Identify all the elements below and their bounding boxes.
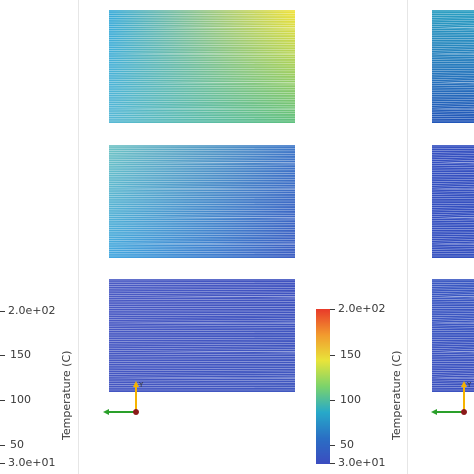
panel-right-top-streamlines [432, 10, 474, 122]
plot-panel-right-bottom-svg [432, 279, 474, 392]
left-tick-100: 100 [10, 393, 31, 406]
left-colorbar-title: Temperature (C) [60, 350, 73, 440]
plot-panel-right-top [432, 10, 474, 123]
right-y-axis-label: Y [467, 381, 472, 389]
origin-dot [133, 409, 139, 415]
tick-50: 50 [340, 438, 354, 451]
plot-panel-top [109, 10, 295, 123]
tick-mark-200 [330, 309, 335, 310]
tick-30: 3.0e+01 [338, 456, 386, 469]
right-origin-dot [461, 409, 467, 415]
plot-panel-top-svg [109, 10, 295, 123]
panel-middle-streamlines [109, 145, 295, 257]
tick-mark-100 [330, 400, 335, 401]
panel-bottom-streamlines [109, 279, 295, 391]
left-tick-150: 150 [10, 348, 31, 361]
column-divider-right [407, 0, 408, 474]
left-tick-200: 2.0e+02 [8, 304, 56, 317]
y-axis-arrowhead [133, 381, 139, 387]
orientation-axes-right-svg [431, 381, 467, 415]
right-y-axis-arrowhead [461, 381, 467, 387]
panel-right-bottom-streamlines [432, 279, 474, 391]
plot-panel-bottom-svg [109, 279, 295, 392]
plot-panel-right-middle [432, 145, 474, 258]
left-tick-mark-30 [0, 463, 5, 464]
colorbar [316, 309, 330, 464]
x-axis-arrowhead [103, 409, 109, 415]
left-tick-mark-100 [0, 400, 5, 401]
left-tick-mark-50 [0, 445, 5, 446]
plot-panel-right-bottom [432, 279, 474, 392]
panel-right-middle-streamlines [432, 145, 474, 257]
right-x-axis-arrowhead [431, 409, 437, 415]
plot-panel-middle-svg [109, 145, 295, 258]
tick-mark-50 [330, 445, 335, 446]
tick-mark-150 [330, 355, 335, 356]
left-tick-50: 50 [10, 438, 24, 451]
panel-top-streamlines [109, 10, 295, 122]
plot-panel-right-middle-svg [432, 145, 474, 258]
tick-150: 150 [340, 348, 361, 361]
colorbar-rect [316, 309, 330, 464]
column-divider-left [78, 0, 79, 474]
plot-panel-bottom [109, 279, 295, 392]
colorbar-title: Temperature (C) [390, 350, 403, 440]
y-axis-label: Y [139, 381, 144, 389]
orientation-axes-center: Y [100, 378, 150, 423]
colorbar-gradient [316, 309, 330, 464]
plot-panel-middle [109, 145, 295, 258]
left-tick-30: 3.0e+01 [8, 456, 56, 469]
tick-200: 2.0e+02 [338, 302, 386, 315]
tick-100: 100 [340, 393, 361, 406]
left-tick-mark-150 [0, 355, 5, 356]
plot-panel-right-top-svg [432, 10, 474, 123]
orientation-axes-center-svg [103, 381, 139, 415]
left-tick-mark-200 [0, 311, 5, 312]
orientation-axes-right: Y [428, 378, 474, 423]
tick-mark-30 [330, 463, 335, 464]
